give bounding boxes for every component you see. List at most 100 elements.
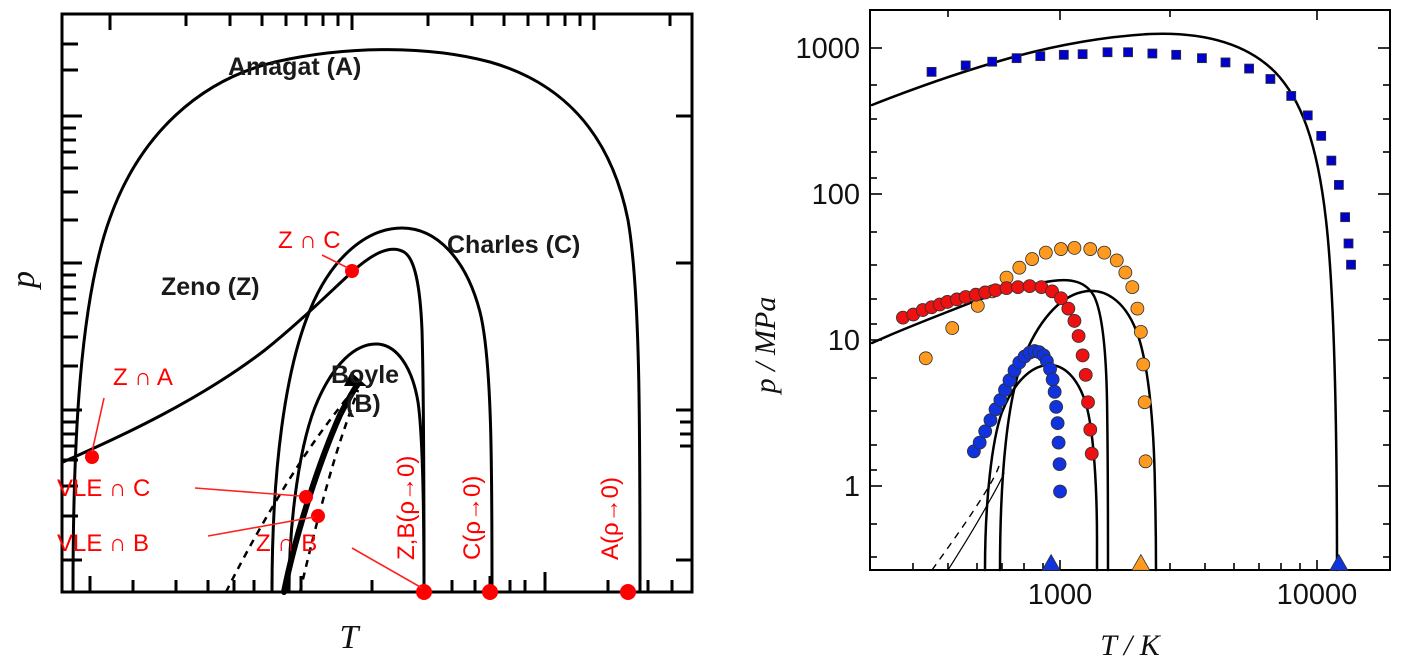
data-point bbox=[1022, 279, 1037, 294]
data-point bbox=[1058, 49, 1069, 60]
data-point bbox=[1316, 130, 1327, 141]
curve-boyle bbox=[287, 342, 426, 594]
data-point bbox=[1035, 51, 1046, 62]
data-point bbox=[1011, 280, 1025, 295]
right-x-ticklabel-10000: 10000 bbox=[1277, 579, 1358, 611]
data-point bbox=[972, 435, 987, 450]
data-point bbox=[1302, 110, 1313, 121]
label-boyle-b: (B) bbox=[346, 390, 381, 418]
data-point bbox=[1054, 291, 1068, 306]
data-point bbox=[918, 351, 933, 366]
data-point bbox=[1130, 301, 1145, 316]
leader-vle-cap-b bbox=[207, 516, 315, 537]
data-point bbox=[999, 281, 1014, 296]
data-point bbox=[1343, 238, 1354, 249]
data-point bbox=[1067, 314, 1082, 328]
left-plot-svg: Amagat (A) Charles (C) Zeno (Z) Boyle (B… bbox=[5, 12, 694, 656]
data-point bbox=[1025, 252, 1040, 266]
annotation-vle-cap-b: VLE ∩ B bbox=[57, 530, 149, 557]
right-plot-svg: 1000 100 10 1 1000 10000 p / MPa T / K bbox=[749, 9, 1391, 662]
right-y-ticklabel-10: 10 bbox=[828, 325, 860, 357]
left-intersection-dots bbox=[85, 264, 636, 600]
data-point bbox=[1083, 422, 1098, 437]
annotation-z-cap-b: Z ∩ B bbox=[256, 530, 317, 557]
data-point bbox=[1050, 416, 1065, 431]
dot-vle-cap-b bbox=[311, 509, 325, 523]
data-point bbox=[1102, 47, 1113, 58]
left-right-axis-ticks bbox=[676, 114, 692, 562]
data-point bbox=[1047, 384, 1062, 399]
annotation-a-rho-zero: A(ρ→0) bbox=[597, 477, 624, 560]
panel-right-data: 1000 100 10 1 1000 10000 p / MPa T / K bbox=[700, 0, 1411, 666]
data-point bbox=[1147, 48, 1158, 59]
data-point bbox=[1340, 212, 1351, 223]
leader-z-cap-a bbox=[91, 397, 105, 453]
curve-amagat bbox=[71, 48, 642, 594]
left-plot-frame bbox=[60, 12, 694, 594]
boyle-arrowhead bbox=[344, 372, 367, 386]
data-point bbox=[1045, 372, 1060, 387]
annotation-zb-rho-zero: Z,B(ρ→0) bbox=[393, 456, 420, 560]
left-x-axis-label: T bbox=[340, 619, 361, 656]
leader-vle-cap-c bbox=[194, 487, 301, 497]
dot-zb-rho-zero bbox=[416, 584, 432, 600]
right-y-ticklabel-100: 100 bbox=[812, 179, 860, 211]
label-amagat: Amagat (A) bbox=[228, 53, 361, 81]
label-zeno: Zeno (Z) bbox=[161, 273, 260, 301]
annotation-c-rho-zero: C(ρ→0) bbox=[459, 476, 486, 560]
leader-z-cap-b bbox=[351, 547, 423, 589]
data-point bbox=[1118, 265, 1133, 280]
data-point bbox=[1012, 260, 1027, 275]
right-y-ticklabel-1: 1 bbox=[844, 471, 860, 503]
right-data-markers bbox=[896, 47, 1356, 571]
data-point bbox=[1326, 155, 1337, 166]
data-point bbox=[1131, 553, 1151, 571]
dot-z-cap-a bbox=[85, 450, 99, 464]
data-point bbox=[1084, 446, 1099, 461]
data-point bbox=[1346, 259, 1356, 270]
left-top-axis-ticks bbox=[108, 14, 672, 30]
left-leader-lines bbox=[91, 254, 423, 589]
data-point bbox=[1071, 329, 1086, 343]
data-point bbox=[1138, 454, 1153, 469]
annotation-vle-cap-c: VLE ∩ C bbox=[57, 475, 150, 502]
data-point bbox=[1097, 245, 1112, 260]
data-point bbox=[987, 56, 998, 67]
right-y-ticklabel-1000: 1000 bbox=[795, 33, 860, 65]
left-y-axis-label: p bbox=[5, 271, 42, 290]
annotation-z-cap-a: Z ∩ A bbox=[113, 364, 173, 391]
dot-vle-cap-c bbox=[299, 490, 313, 504]
data-point bbox=[1171, 49, 1182, 60]
data-point bbox=[1123, 47, 1133, 58]
data-point bbox=[926, 66, 937, 77]
data-point bbox=[1075, 348, 1090, 363]
left-x-axis-ticks bbox=[88, 572, 674, 592]
data-point bbox=[1067, 240, 1082, 255]
data-point bbox=[1078, 367, 1093, 382]
right-curve-amagat bbox=[870, 32, 1339, 572]
dot-c-rho-zero bbox=[482, 584, 498, 600]
data-point bbox=[1197, 53, 1207, 64]
data-point bbox=[960, 60, 971, 71]
dot-z-cap-c bbox=[345, 264, 359, 278]
right-curve-boyle bbox=[983, 363, 1099, 572]
data-point bbox=[1109, 253, 1124, 268]
dot-a-rho-zero bbox=[620, 584, 636, 600]
curve-vle-c bbox=[224, 387, 357, 593]
leader-z-cap-c bbox=[321, 254, 349, 269]
data-point bbox=[1052, 457, 1067, 471]
right-y-axis-ticks-mirror bbox=[1378, 47, 1390, 558]
right-curve-charles bbox=[998, 289, 1158, 572]
data-point bbox=[1051, 435, 1066, 450]
data-point bbox=[1265, 74, 1276, 84]
right-curve-zeno bbox=[870, 278, 1110, 572]
curve-charles bbox=[270, 226, 494, 594]
data-point bbox=[1053, 484, 1067, 499]
data-point bbox=[945, 321, 960, 335]
data-point bbox=[1083, 242, 1098, 256]
right-curve-vle-thin bbox=[947, 472, 1005, 571]
data-point bbox=[970, 298, 985, 313]
data-point bbox=[1244, 63, 1254, 74]
right-y-axis-label: p / MPa bbox=[749, 297, 782, 396]
